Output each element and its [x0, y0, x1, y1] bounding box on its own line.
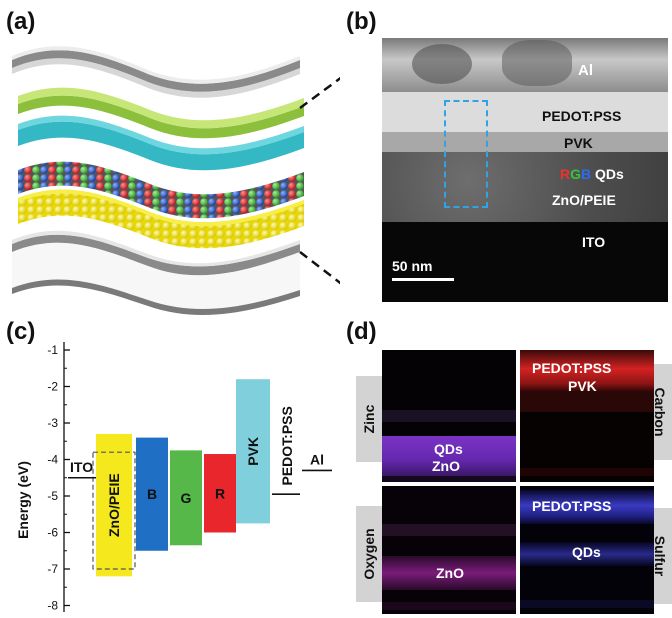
rgb-qd-layer [18, 161, 304, 219]
sulfur-map-pedot-label: PEDOT:PSS [532, 498, 612, 514]
y-tick-label: -4 [47, 453, 58, 467]
band-label-r: R [215, 485, 225, 501]
y-tick-label: -1 [47, 343, 58, 357]
scale-bar [392, 278, 454, 281]
qd-word: QDs [595, 166, 624, 182]
band-g [170, 450, 202, 546]
zinc-tab: Zinc [356, 376, 382, 462]
panel-a-label: (a) [6, 8, 36, 35]
carbon-map-pedot-label: PEDOT:PSS [532, 360, 612, 376]
level-label-pedot: PEDOT:PSS [279, 406, 295, 485]
zinc-tab-label: Zinc [361, 404, 377, 434]
y-tick-label: -8 [47, 599, 58, 613]
zoom-line-bottom [299, 251, 340, 285]
zinc-map-qds-label: QDs [434, 441, 463, 457]
scale-bar-text: 50 nm [392, 258, 433, 274]
qd-b-letter: B [581, 166, 592, 182]
carbon-map-pvk-label: PVK [568, 378, 597, 394]
zinc-map-zno-label: ZnO [432, 458, 460, 474]
oxygen-tab: Oxygen [356, 506, 382, 602]
sulfur-map-qds-label: QDs [572, 544, 601, 560]
qd-r-letter: R [560, 166, 571, 182]
pedot-layer [18, 87, 304, 139]
top-electrode-plate [12, 46, 300, 98]
pedot-layer-region [382, 92, 668, 132]
qd-layer-region [382, 152, 668, 222]
y-tick-label: -5 [47, 489, 58, 503]
bottom-electrode-plate [12, 230, 300, 315]
pedot-label: PEDOT:PSS [542, 108, 622, 124]
pvk-layer-region [382, 132, 668, 152]
oxygen-map-zno-label: ZnO [436, 565, 464, 581]
y-tick-label: -7 [47, 562, 58, 576]
band-pvk [236, 379, 270, 524]
band-b [136, 437, 168, 551]
band-zno-dashed-outline [92, 451, 136, 570]
y-axis-label: Energy (eV) [15, 461, 31, 539]
pvk-layer [18, 115, 304, 171]
sulfur-map: PEDOT:PSS QDs [520, 486, 654, 614]
band-label-znopeie: ZnO/PEIE [106, 473, 122, 537]
level-label-ito: ITO [70, 459, 93, 475]
panel-c-label: (c) [6, 318, 36, 345]
oxygen-map: ZnO [382, 486, 516, 614]
y-tick-label: -6 [47, 526, 58, 540]
oxygen-tab-label: Oxygen [361, 528, 377, 580]
qd-label: RGB QDs [560, 166, 624, 182]
zoom-box [444, 100, 488, 208]
tem-cross-section: Al PEDOT:PSS PVK RGB QDs ZnO/PEIE ITO 50… [382, 38, 668, 302]
zoom-line-top [299, 76, 340, 110]
band-label-b: B [147, 486, 157, 502]
y-tick-label: -2 [47, 380, 58, 394]
pvk-label: PVK [564, 135, 593, 151]
sulfur-tab-label: Sulfur [652, 535, 668, 577]
panel-d-label: (d) [346, 318, 377, 345]
carbon-map: PEDOT:PSS PVK [520, 350, 654, 482]
carbon-tab-label: Carbon [652, 387, 668, 437]
al-label: Al [578, 62, 593, 79]
energy-level-diagram: Energy (eV) -1 -2 -3 -4 -5 -6 -7 -8 ZnO/PEIE B G R… [15, 342, 332, 613]
ito-layer-region [382, 222, 668, 302]
level-label-al: Al [310, 451, 324, 467]
device-layer-illustration [12, 46, 340, 315]
zno-label: ZnO/PEIE [552, 192, 616, 208]
zinc-map: QDs ZnO [382, 350, 516, 482]
band-r [204, 454, 236, 533]
band-label-pvk: PVK [245, 437, 261, 466]
band-label-g: G [181, 490, 192, 506]
y-tick-label: -3 [47, 416, 58, 430]
panel-b-label: (b) [346, 8, 377, 35]
ito-label: ITO [582, 234, 606, 250]
band-znopeie [96, 433, 132, 577]
qd-g-letter: G [570, 166, 582, 182]
